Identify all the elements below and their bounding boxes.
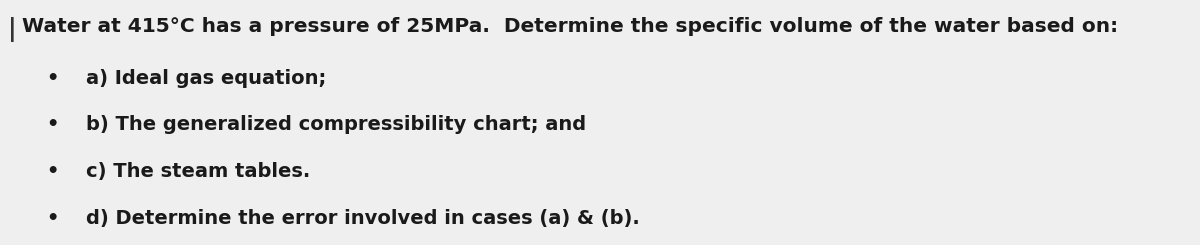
Text: •: • <box>47 69 59 88</box>
Text: b) The generalized compressibility chart; and: b) The generalized compressibility chart… <box>86 115 587 135</box>
Text: •: • <box>47 115 59 135</box>
Text: a) Ideal gas equation;: a) Ideal gas equation; <box>86 69 326 88</box>
Text: •: • <box>47 208 59 228</box>
Text: |: | <box>8 17 17 42</box>
Text: c) The steam tables.: c) The steam tables. <box>86 162 311 181</box>
Text: Water at 415°C has a pressure of 25MPa.  Determine the specific volume of the wa: Water at 415°C has a pressure of 25MPa. … <box>22 17 1117 36</box>
Text: d) Determine the error involved in cases (a) & (b).: d) Determine the error involved in cases… <box>86 208 640 228</box>
Text: •: • <box>47 162 59 181</box>
